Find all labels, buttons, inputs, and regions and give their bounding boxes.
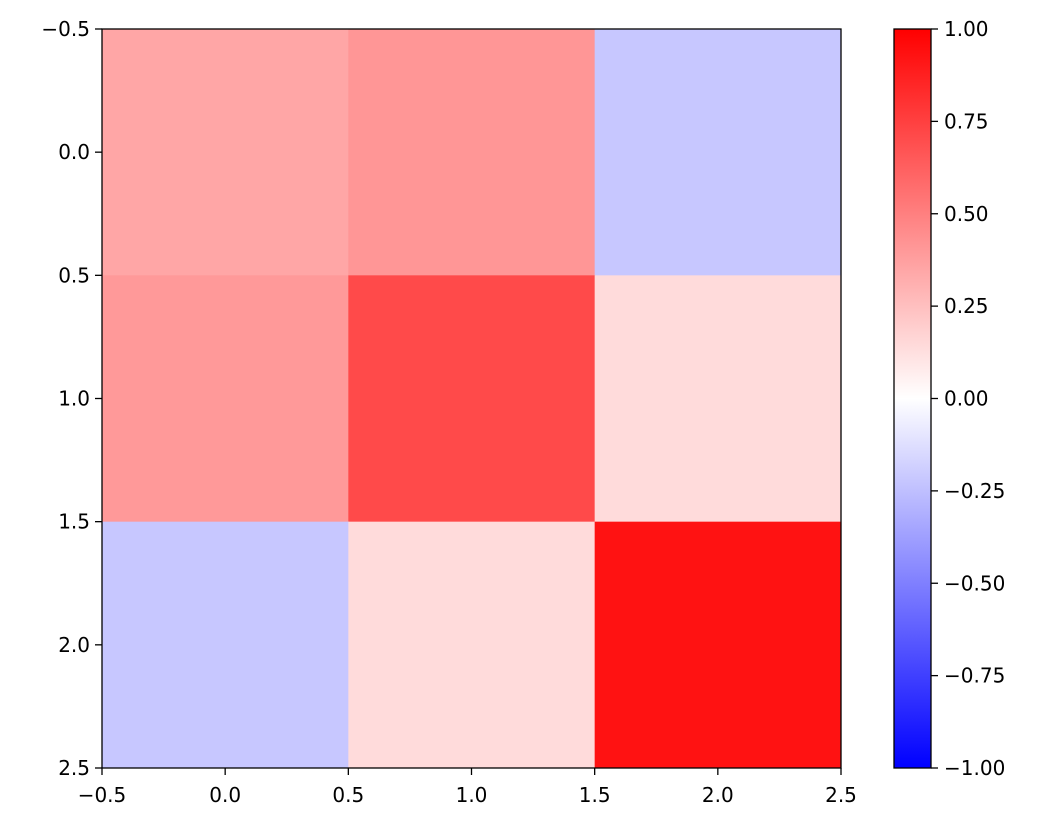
x-tick-label: 0.0 bbox=[209, 783, 241, 807]
colorbar-gradient bbox=[893, 28, 932, 769]
colorbar-tick-label: 0.50 bbox=[944, 202, 989, 226]
heatmap-cell-0-2 bbox=[594, 29, 842, 276]
heatmap-cell-0-0 bbox=[102, 29, 349, 276]
x-tick-label: 1.5 bbox=[579, 783, 611, 807]
colorbar-tick-label: 0.25 bbox=[944, 294, 989, 318]
x-axis: −0.5 0.0 0.5 1.0 1.5 2.0 2.5 bbox=[78, 768, 857, 807]
colorbar-tick-label: 1.00 bbox=[944, 17, 989, 41]
y-tick-label: 0.5 bbox=[58, 263, 90, 287]
y-tick-label: 2.0 bbox=[58, 633, 90, 657]
colorbar-tick-label: −0.75 bbox=[944, 664, 1005, 688]
x-tick-label: 0.5 bbox=[332, 783, 364, 807]
colorbar-tick-label: −1.00 bbox=[944, 756, 1005, 780]
x-tick-label: 2.0 bbox=[702, 783, 734, 807]
colorbar-ticks: 1.00 0.75 0.50 0.25 0.00 −0.25 −0.50 −0.75 −1.00 bbox=[931, 17, 1005, 780]
colorbar-tick-label: 0.00 bbox=[944, 387, 989, 411]
heatmap-cells bbox=[102, 29, 842, 769]
y-tick-label: 1.0 bbox=[58, 387, 90, 411]
colorbar: 1.00 0.75 0.50 0.25 0.00 −0.25 −0.50 −0.75 −1.00 bbox=[893, 17, 1005, 780]
colorbar-tick-label: −0.50 bbox=[944, 571, 1005, 595]
heatmap-cell-2-0 bbox=[102, 521, 349, 769]
colorbar-tick-label: −0.25 bbox=[944, 479, 1005, 503]
y-tick-label: 0.0 bbox=[58, 140, 90, 164]
heatmap-cell-0-1 bbox=[348, 29, 596, 276]
y-axis: −0.5 0.0 0.5 1.0 1.5 2.0 2.5 bbox=[41, 17, 102, 780]
heatmap-cell-1-2 bbox=[594, 275, 842, 523]
y-tick-label: 1.5 bbox=[58, 510, 90, 534]
x-tick-label: −0.5 bbox=[78, 783, 127, 807]
y-tick-label: −0.5 bbox=[41, 17, 90, 41]
heatmap-cell-2-1 bbox=[348, 521, 596, 769]
heatmap-cell-1-0 bbox=[102, 275, 349, 523]
x-tick-label: 2.5 bbox=[825, 783, 857, 807]
heatmap-cell-2-2 bbox=[594, 521, 842, 769]
x-tick-label: 1.0 bbox=[456, 783, 488, 807]
colorbar-tick-label: 0.75 bbox=[944, 109, 989, 133]
heatmap-cell-1-1 bbox=[348, 275, 596, 523]
y-tick-label: 2.5 bbox=[58, 756, 90, 780]
